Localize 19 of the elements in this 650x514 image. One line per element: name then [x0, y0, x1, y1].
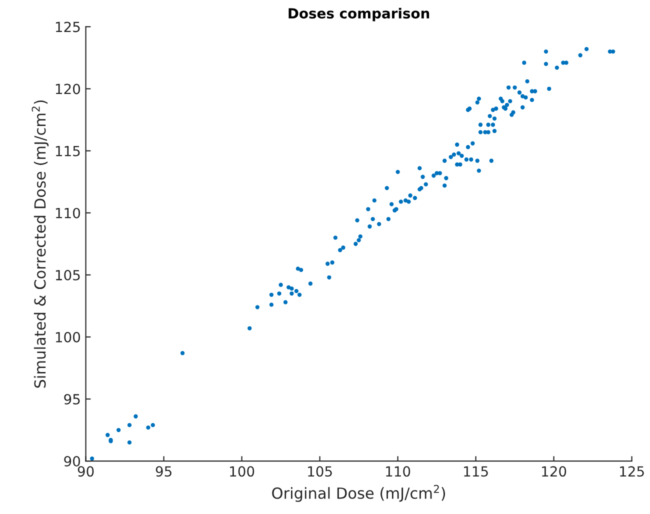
y-tick-label: 120 [56, 84, 80, 94]
y-tick-label: 115 [56, 146, 80, 156]
y-axis-title: Simulated & Corrected Dose (mJ/cm$^{2}$) [32, 100, 49, 388]
y-tick-label: 105 [56, 270, 80, 280]
x-axis-title: Original Dose (mJ/cm$^{2}$) [272, 484, 446, 502]
x-tick-label: 95 [156, 466, 172, 477]
x-tick-label: 90 [78, 466, 94, 477]
y-tick-label: 95 [64, 394, 80, 404]
chart-title: Doses comparison [288, 8, 430, 22]
y-tick-label: 100 [56, 332, 80, 342]
x-tick-label: 115 [464, 466, 488, 477]
y-tick-label: 90 [64, 456, 80, 467]
x-tick-label: 125 [620, 466, 644, 477]
x-tick-label: 120 [542, 466, 566, 477]
x-tick-label: 100 [230, 466, 254, 477]
y-tick-label: 110 [56, 208, 80, 218]
y-tick-label: 125 [56, 22, 80, 32]
x-tick-label: 105 [308, 466, 332, 477]
x-tick-label: 110 [386, 466, 410, 477]
